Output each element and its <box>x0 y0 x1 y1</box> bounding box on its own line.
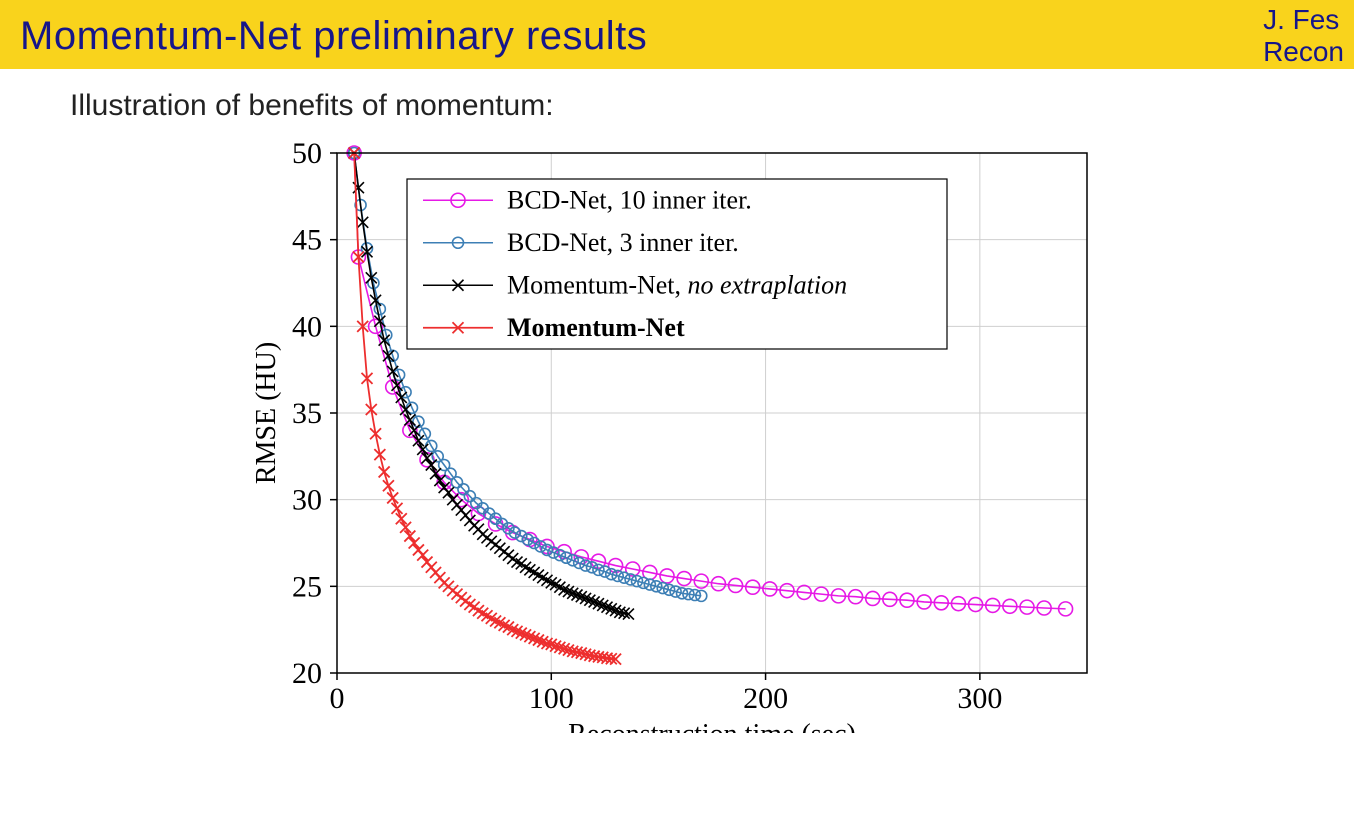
x-axis-label: Reconstruction time (sec) <box>568 719 856 733</box>
rmse-chart: 0 100 200 300 20 25 30 35 40 45 50 Reconstruction t… <box>227 133 1127 733</box>
slide-header: Momentum-Net preliminary results J. Fes … <box>0 0 1354 69</box>
slide-title: Momentum-Net preliminary results <box>20 14 647 58</box>
chart-container: 0 100 200 300 20 25 30 35 40 45 50 Reconstruction t… <box>227 133 1127 733</box>
svg-text:25: 25 <box>292 570 322 603</box>
svg-text:200: 200 <box>743 682 788 715</box>
svg-text:50: 50 <box>292 137 322 170</box>
header-right-line1: J. Fes <box>1263 4 1344 36</box>
svg-text:100: 100 <box>529 682 574 715</box>
slide-subtitle: Illustration of benefits of momentum: <box>70 89 1354 123</box>
legend-entry: BCD-Net, 10 inner iter. <box>507 185 752 214</box>
y-axis-label: RMSE (HU) <box>251 342 282 484</box>
legend-entry: Momentum-Net, no extraplation <box>507 270 847 299</box>
svg-text:40: 40 <box>292 310 322 343</box>
svg-text:30: 30 <box>292 484 322 517</box>
svg-text:0: 0 <box>330 682 345 715</box>
legend: BCD-Net, 10 inner iter. BCD-Net, 3 inner … <box>407 179 947 349</box>
svg-text:300: 300 <box>957 682 1002 715</box>
svg-text:45: 45 <box>292 224 322 257</box>
legend-entry: BCD-Net, 3 inner iter. <box>507 228 739 257</box>
svg-text:35: 35 <box>292 397 322 430</box>
svg-text:20: 20 <box>292 657 322 690</box>
header-right-line2: Recon <box>1263 36 1344 68</box>
header-right-block: J. Fes Recon <box>1263 4 1344 68</box>
legend-entry: Momentum-Net <box>507 313 685 342</box>
